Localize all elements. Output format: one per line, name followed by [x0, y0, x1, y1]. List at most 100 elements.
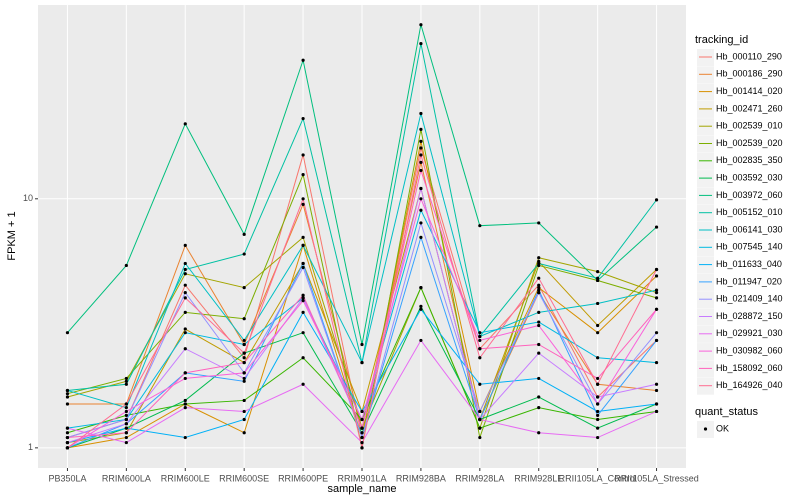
- data-point: [419, 41, 423, 46]
- data-point: [478, 382, 482, 386]
- data-point: [537, 323, 541, 328]
- data-point: [419, 338, 423, 343]
- data-point: [183, 310, 187, 314]
- data-point: [301, 261, 305, 266]
- data-point: [537, 291, 541, 295]
- data-point: [183, 347, 187, 351]
- legend-label: Hb_030982_060: [716, 345, 783, 355]
- data-point: [124, 413, 128, 417]
- data-point: [65, 446, 70, 450]
- legend-title: tracking_id: [695, 34, 748, 46]
- legend-label: Hb_002539_010: [716, 121, 783, 131]
- data-point: [124, 382, 128, 386]
- data-point: [654, 409, 659, 414]
- data-point: [360, 342, 364, 347]
- data-point: [183, 376, 187, 381]
- data-point: [360, 360, 364, 365]
- data-point: [654, 338, 659, 343]
- data-point: [596, 413, 600, 417]
- data-point: [596, 270, 600, 274]
- data-point: [124, 406, 128, 410]
- data-point: [301, 296, 305, 300]
- data-point: [183, 296, 187, 300]
- x-tick-label: RRIM600SE: [219, 473, 269, 483]
- data-point: [183, 283, 187, 287]
- data-point: [537, 288, 541, 292]
- data-point: [183, 327, 187, 331]
- data-point: [419, 160, 423, 165]
- data-point: [360, 431, 364, 435]
- data-point: [596, 376, 600, 381]
- data-point: [183, 331, 187, 335]
- data-point: [183, 435, 187, 440]
- legend-label: Hb_011947_020: [716, 276, 782, 286]
- data-point: [537, 376, 541, 381]
- data-point: [242, 371, 246, 375]
- data-point: [65, 435, 70, 440]
- data-point: [242, 376, 246, 381]
- data-point: [183, 406, 187, 410]
- data-point: [65, 440, 70, 445]
- data-point: [654, 198, 659, 202]
- data-point: [478, 417, 482, 422]
- data-point: [419, 307, 423, 311]
- data-point: [301, 173, 305, 177]
- data-point: [183, 398, 187, 403]
- data-point: [301, 331, 305, 335]
- data-point: [537, 261, 541, 266]
- data-point: [242, 285, 246, 290]
- data-point: [65, 431, 70, 435]
- data-point: [419, 285, 423, 290]
- x-tick-label: RRIM928LE: [514, 473, 563, 483]
- data-point: [301, 153, 305, 157]
- data-point: [301, 235, 305, 239]
- legend-label: Hb_000186_290: [716, 69, 783, 79]
- data-point: [654, 291, 659, 295]
- data-point: [242, 317, 246, 321]
- x-tick-label: RRIM600LA: [102, 473, 151, 483]
- data-point: [478, 347, 482, 351]
- x-tick-label: PB350LA: [48, 473, 86, 483]
- x-tick-label: RRII105LA_Control: [559, 473, 637, 483]
- y-tick-label: 10: [23, 193, 33, 203]
- x-tick-label: RRIM901LA: [337, 473, 386, 483]
- data-point: [242, 351, 246, 355]
- legend-label: Hb_006141_030: [716, 224, 783, 234]
- legend-label: Hb_029921_030: [716, 328, 783, 338]
- data-point: [301, 382, 305, 386]
- data-point: [419, 127, 423, 131]
- data-point: [596, 426, 600, 430]
- legend-label: Hb_028872_150: [716, 311, 783, 321]
- data-point: [183, 371, 187, 375]
- x-tick-label: RRIM928BA: [396, 473, 446, 483]
- data-point: [360, 426, 364, 430]
- x-tick-label: RRIM600PE: [278, 473, 328, 483]
- data-point: [242, 232, 246, 236]
- data-point: [242, 398, 246, 403]
- data-point: [537, 395, 541, 399]
- legend-label: Hb_000110_290: [716, 51, 782, 61]
- data-point: [301, 310, 305, 314]
- data-point: [360, 417, 364, 422]
- legend-point: [703, 427, 708, 431]
- data-point: [183, 402, 187, 406]
- data-point: [183, 267, 187, 272]
- data-point: [537, 431, 541, 435]
- data-point: [419, 146, 423, 150]
- data-point: [596, 276, 600, 280]
- data-point: [301, 265, 305, 270]
- data-point: [654, 360, 659, 365]
- data-point: [596, 278, 600, 283]
- data-point: [65, 395, 70, 399]
- data-point: [478, 224, 482, 228]
- data-point: [301, 356, 305, 360]
- data-point: [596, 301, 600, 306]
- data-point: [654, 267, 659, 272]
- legend-label: Hb_002471_260: [716, 103, 783, 113]
- data-point: [183, 291, 187, 295]
- legend-label: Hb_003592_030: [716, 172, 783, 182]
- data-point: [478, 426, 482, 430]
- legend-label: Hb_001414_020: [716, 86, 783, 96]
- data-point: [124, 379, 128, 383]
- x-tick-label: RRIM928LA: [455, 473, 504, 483]
